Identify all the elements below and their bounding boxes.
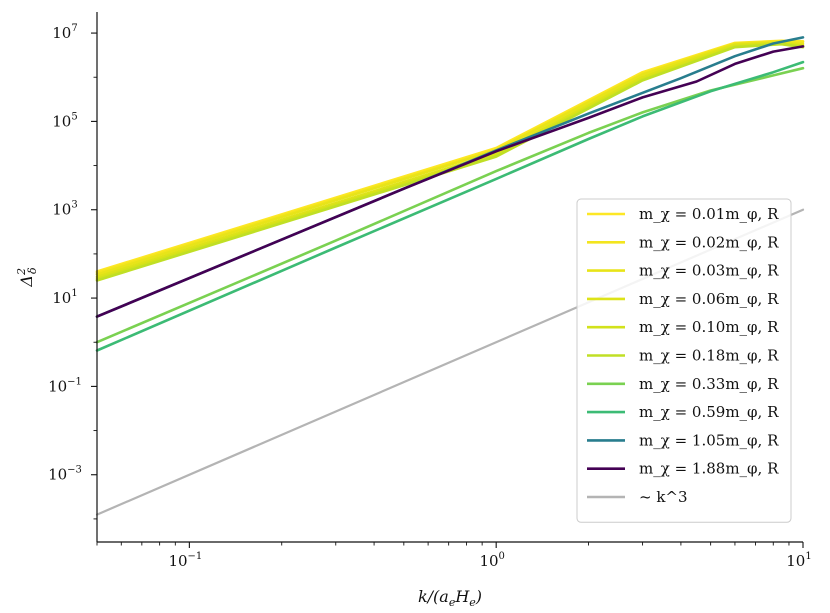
- plot-lines: [95, 36, 805, 516]
- legend-label: m_χ = 0.06m_φ, R: [639, 290, 779, 308]
- series-line-8: [95, 60, 805, 352]
- x-tick-label: 10−1: [168, 551, 202, 570]
- x-tick-label: 100: [479, 551, 504, 570]
- legend-box: [576, 198, 792, 523]
- legend: m_χ = 0.01m_φ, R m_χ = 0.02m_φ, R m_χ = 0.…: [576, 198, 792, 523]
- y-tick-label: 10−3: [48, 465, 82, 484]
- legend-label: m_χ = 1.88m_φ, R: [639, 460, 779, 478]
- x-tick-label: 101: [786, 551, 811, 570]
- y-axis-label: Δ2δ: [15, 267, 39, 288]
- axis-labels: k/(aeHe) Δ2δ: [15, 267, 482, 609]
- y-tick-label: 101: [52, 288, 77, 307]
- legend-label: m_χ = 0.01m_φ, R: [639, 205, 779, 223]
- legend-label: m_χ = 0.33m_φ, R: [639, 375, 779, 393]
- x-axis-label: k/(aeHe): [418, 587, 482, 609]
- legend-label: m_χ = 0.18m_φ, R: [639, 347, 779, 365]
- legend-label: m_χ = 0.59m_φ, R: [639, 403, 779, 421]
- legend-label: m_χ = 0.10m_φ, R: [639, 318, 779, 336]
- legend-label: m_χ = 0.02m_φ, R: [639, 233, 779, 251]
- ticks: [91, 32, 804, 548]
- y-tick-label: 103: [52, 200, 77, 219]
- legend-label: m_χ = 0.03m_φ, R: [639, 262, 779, 280]
- y-tick-label: 107: [52, 23, 77, 42]
- y-tick-label: 105: [52, 111, 77, 130]
- series-line-10: [95, 45, 805, 318]
- tick-labels: 10−1 100 101 10−3 10−1 101 103 105 107: [48, 23, 812, 570]
- legend-label: ~ k^3: [639, 488, 688, 506]
- legend-label: m_χ = 1.05m_φ, R: [639, 431, 779, 449]
- y-tick-label: 10−1: [48, 376, 82, 395]
- axes: [96, 12, 803, 543]
- series-line-7: [95, 66, 805, 344]
